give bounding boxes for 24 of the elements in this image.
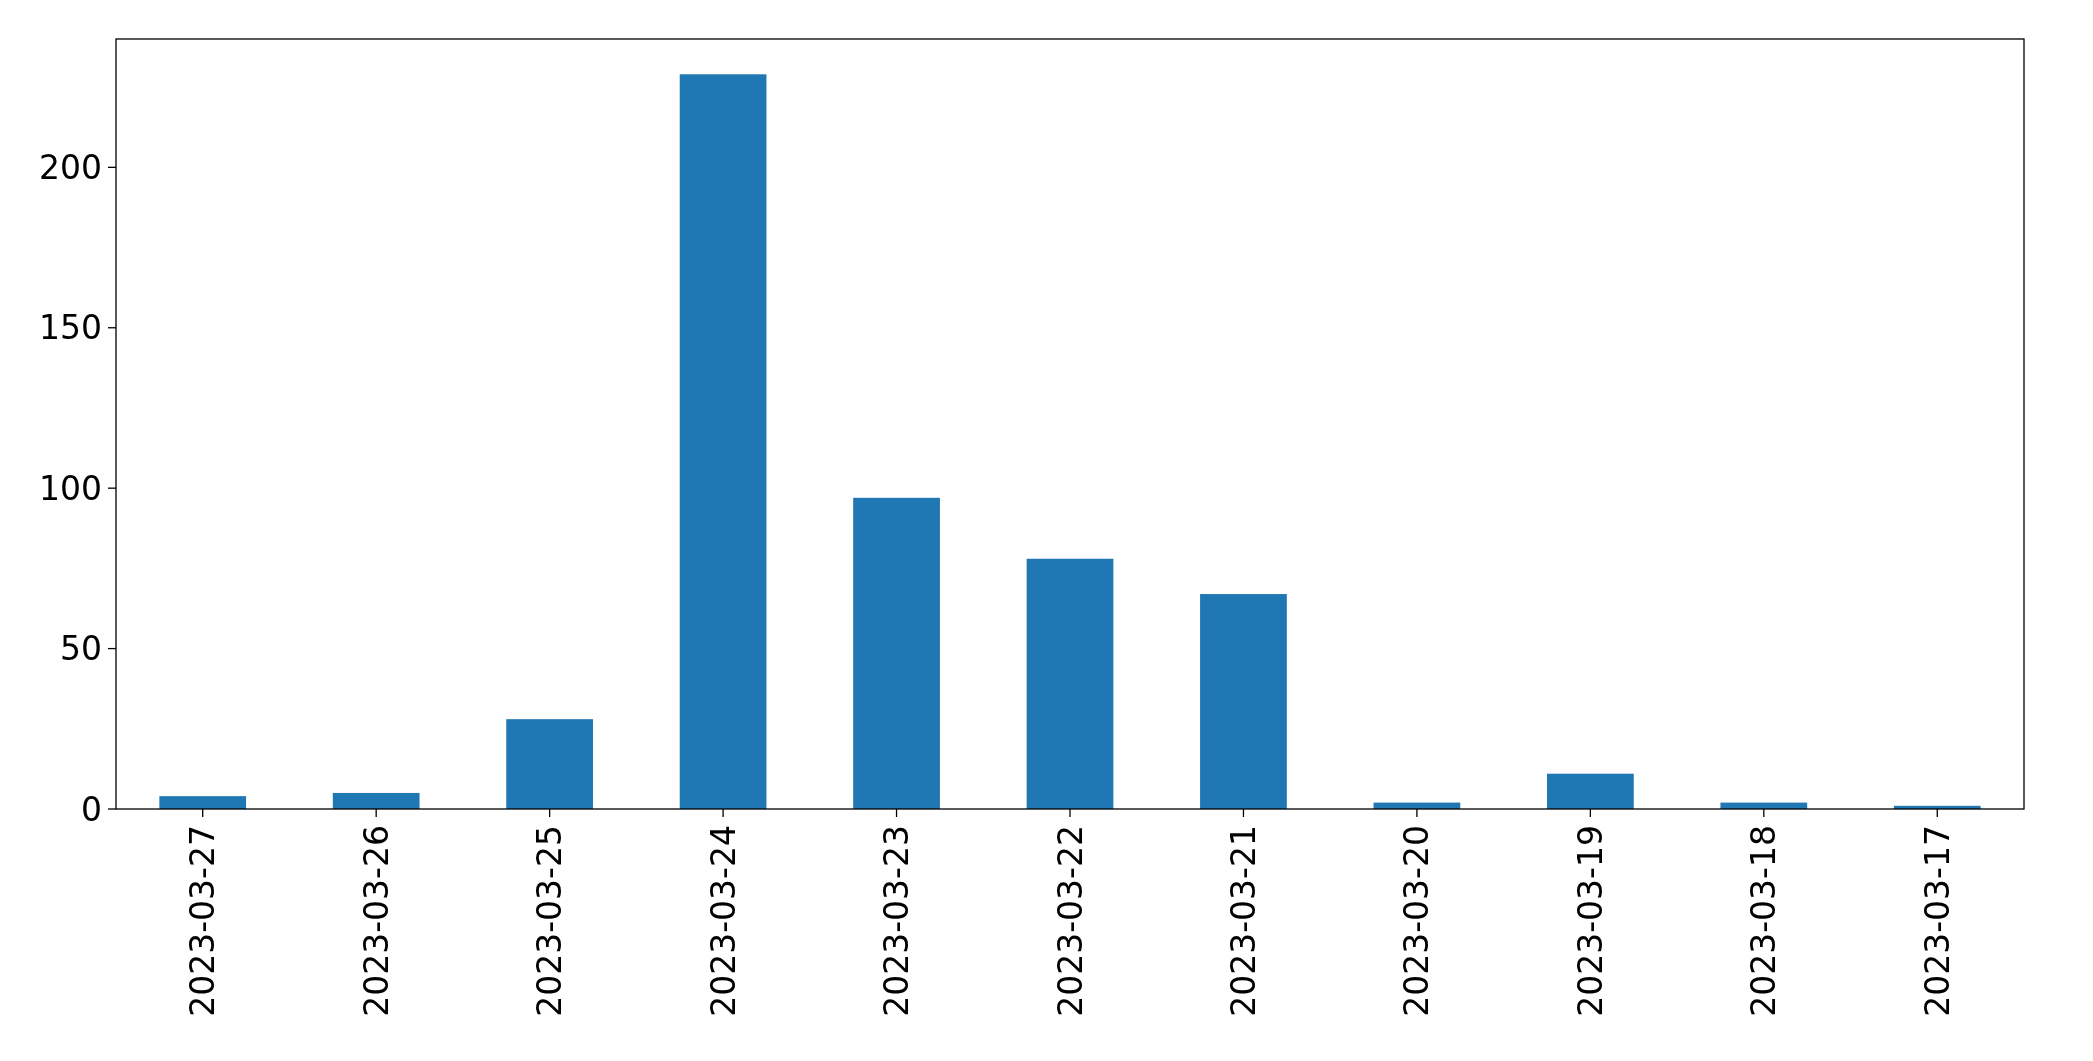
y-tick-label: 150	[39, 308, 102, 348]
bar	[159, 796, 247, 809]
y-tick-label: 100	[39, 468, 102, 508]
y-tick-label: 200	[39, 147, 102, 187]
bar	[506, 719, 593, 809]
bar	[332, 792, 420, 809]
bar	[679, 74, 767, 809]
x-tick-label: 2023-03-18	[1744, 825, 1784, 1017]
x-tick-label: 2023-03-17	[1917, 825, 1957, 1017]
x-tick-label: 2023-03-23	[877, 825, 917, 1017]
x-tick-label: 2023-03-27	[183, 825, 223, 1017]
x-tick-label: 2023-03-26	[356, 825, 396, 1017]
x-tick-label: 2023-03-25	[530, 825, 570, 1017]
x-tick-label: 2023-03-19	[1570, 825, 1610, 1017]
bar	[1547, 773, 1634, 809]
y-tick-label: 0	[81, 789, 102, 829]
x-tick-label: 2023-03-20	[1397, 825, 1437, 1017]
bar	[1200, 594, 1287, 809]
bar	[1026, 558, 1114, 809]
bar	[853, 497, 940, 809]
x-tick-label: 2023-03-24	[703, 825, 743, 1017]
x-tick-label: 2023-03-22	[1050, 825, 1090, 1017]
y-tick-label: 50	[60, 629, 102, 669]
x-tick-label: 2023-03-21	[1224, 825, 1263, 1017]
